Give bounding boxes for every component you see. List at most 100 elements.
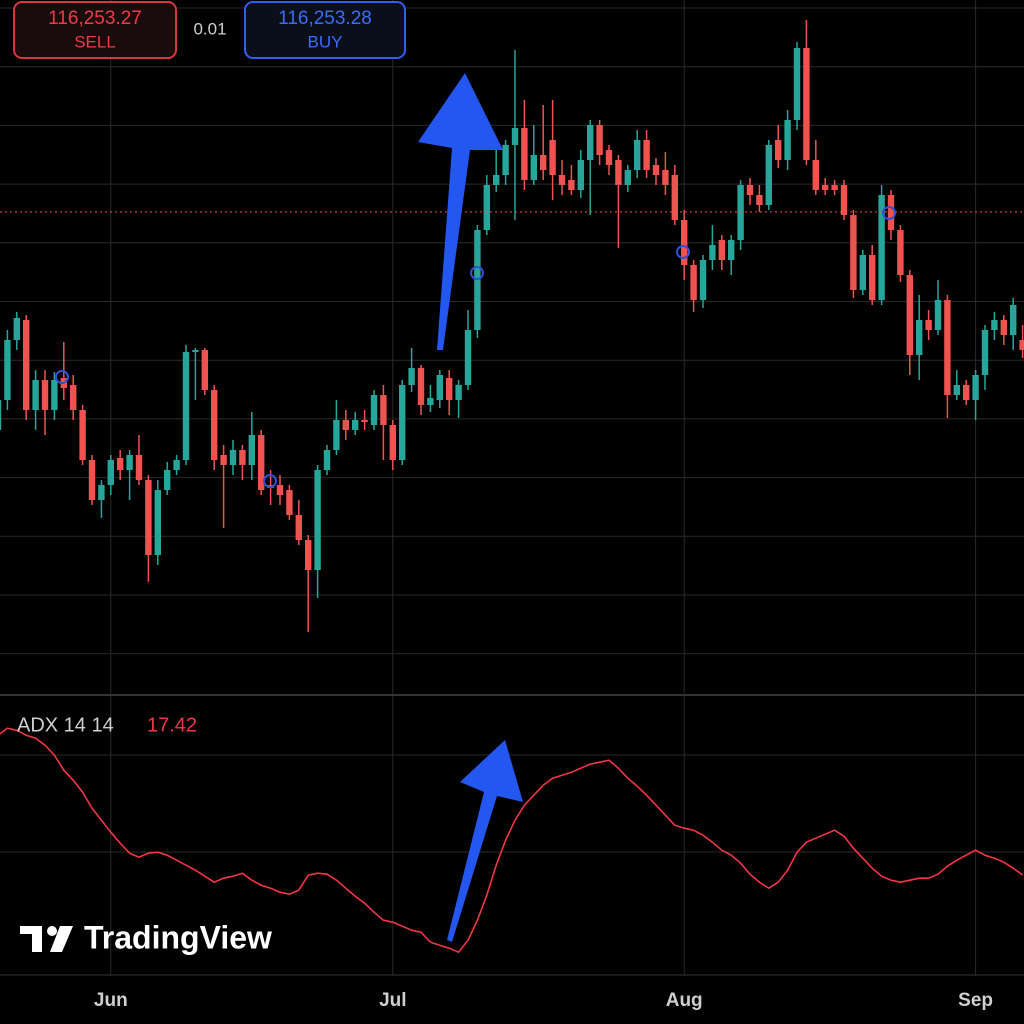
candle-body	[361, 420, 368, 422]
candle-body	[1000, 320, 1007, 335]
candle-body	[135, 455, 143, 480]
x-tick-label: Aug	[666, 990, 703, 1011]
candle-body	[1019, 340, 1024, 350]
spread: 0.01	[193, 19, 226, 38]
candle-body	[605, 150, 613, 165]
candle-body	[803, 48, 810, 160]
candle-body	[869, 255, 876, 300]
candle-body	[859, 255, 866, 290]
candle-body	[389, 425, 396, 460]
candle-body	[145, 480, 152, 555]
sell-label: SELL	[74, 32, 116, 51]
candle-body	[276, 485, 284, 495]
arrow-up	[447, 740, 523, 942]
candle-body	[380, 395, 387, 425]
candle-body	[0, 400, 2, 430]
candle-body	[417, 368, 425, 405]
candle-body	[953, 385, 960, 395]
sell-button[interactable]	[13, 1, 177, 59]
candle-body	[436, 375, 443, 400]
candle-body	[474, 230, 481, 330]
candle-body	[897, 230, 904, 275]
candle-body	[784, 120, 791, 160]
signal-marker	[470, 266, 484, 280]
candle-body	[314, 470, 321, 570]
candle-body	[502, 145, 509, 175]
candle-body	[831, 185, 838, 190]
candle-body	[13, 318, 20, 340]
candle-body	[549, 140, 556, 175]
candle-body	[408, 368, 415, 385]
candle-body	[981, 330, 989, 375]
candle-body	[718, 240, 725, 260]
candle-body	[652, 165, 660, 175]
candle-body	[117, 458, 124, 470]
candle-body	[211, 390, 218, 460]
buy-button[interactable]	[244, 1, 406, 59]
candle-body	[671, 175, 678, 220]
candle-body	[906, 275, 913, 355]
candle-body	[464, 330, 472, 385]
candle-body	[746, 185, 754, 195]
logo-part	[50, 926, 73, 952]
candle-body	[634, 140, 641, 170]
candle-body	[70, 385, 77, 410]
candle-body	[756, 195, 763, 205]
candle-body	[728, 240, 735, 260]
candle-body	[88, 460, 96, 500]
watermark: TradingView	[84, 919, 272, 955]
candle-body	[737, 185, 744, 240]
candle-body	[248, 435, 255, 465]
candle-body	[370, 395, 378, 425]
candle-body	[192, 350, 199, 352]
logo	[20, 926, 73, 952]
plot	[0, 20, 1024, 954]
candle-body	[107, 460, 114, 485]
candle-body	[916, 320, 923, 355]
candle-body	[521, 128, 528, 180]
candle-body	[925, 320, 932, 330]
candle-body	[4, 340, 11, 400]
candle-body	[624, 170, 631, 185]
candle-body	[154, 490, 161, 555]
candle-body	[23, 320, 30, 410]
candle-body	[258, 435, 265, 490]
arrow-up	[418, 73, 503, 350]
candle-body	[295, 515, 302, 540]
candle-body	[822, 185, 829, 190]
candle-body	[173, 460, 180, 470]
candle-body	[775, 140, 782, 160]
candle-body	[98, 485, 105, 500]
candle-body	[51, 380, 58, 410]
candle-body	[239, 450, 246, 465]
candle-body	[182, 352, 190, 460]
candle-body	[944, 300, 951, 395]
candle-body	[305, 540, 312, 570]
candle-body	[352, 420, 359, 430]
logo-part	[32, 926, 42, 952]
candle-body	[812, 160, 819, 190]
candle-body	[446, 378, 453, 400]
candle-body	[220, 455, 227, 465]
candle-body	[699, 260, 707, 300]
candle-body	[972, 375, 979, 400]
candle-body	[587, 125, 594, 160]
x-tick-label: Jun	[94, 990, 128, 1011]
candle-body	[229, 450, 237, 465]
candle-body	[286, 490, 293, 515]
candle-body	[201, 350, 208, 390]
candle-body	[963, 385, 970, 400]
candle-body	[934, 300, 942, 330]
indicator-name: ADX 14 14	[17, 714, 114, 736]
candle-body	[878, 195, 885, 300]
candle-body	[164, 470, 171, 490]
candle-body	[530, 155, 537, 180]
signal-marker	[55, 370, 69, 384]
candle-body	[681, 220, 688, 265]
candle-body	[662, 170, 669, 185]
buy-price: 116,253.28	[278, 8, 372, 29]
candle-body	[126, 455, 133, 470]
x-tick-label: Jul	[379, 990, 406, 1011]
